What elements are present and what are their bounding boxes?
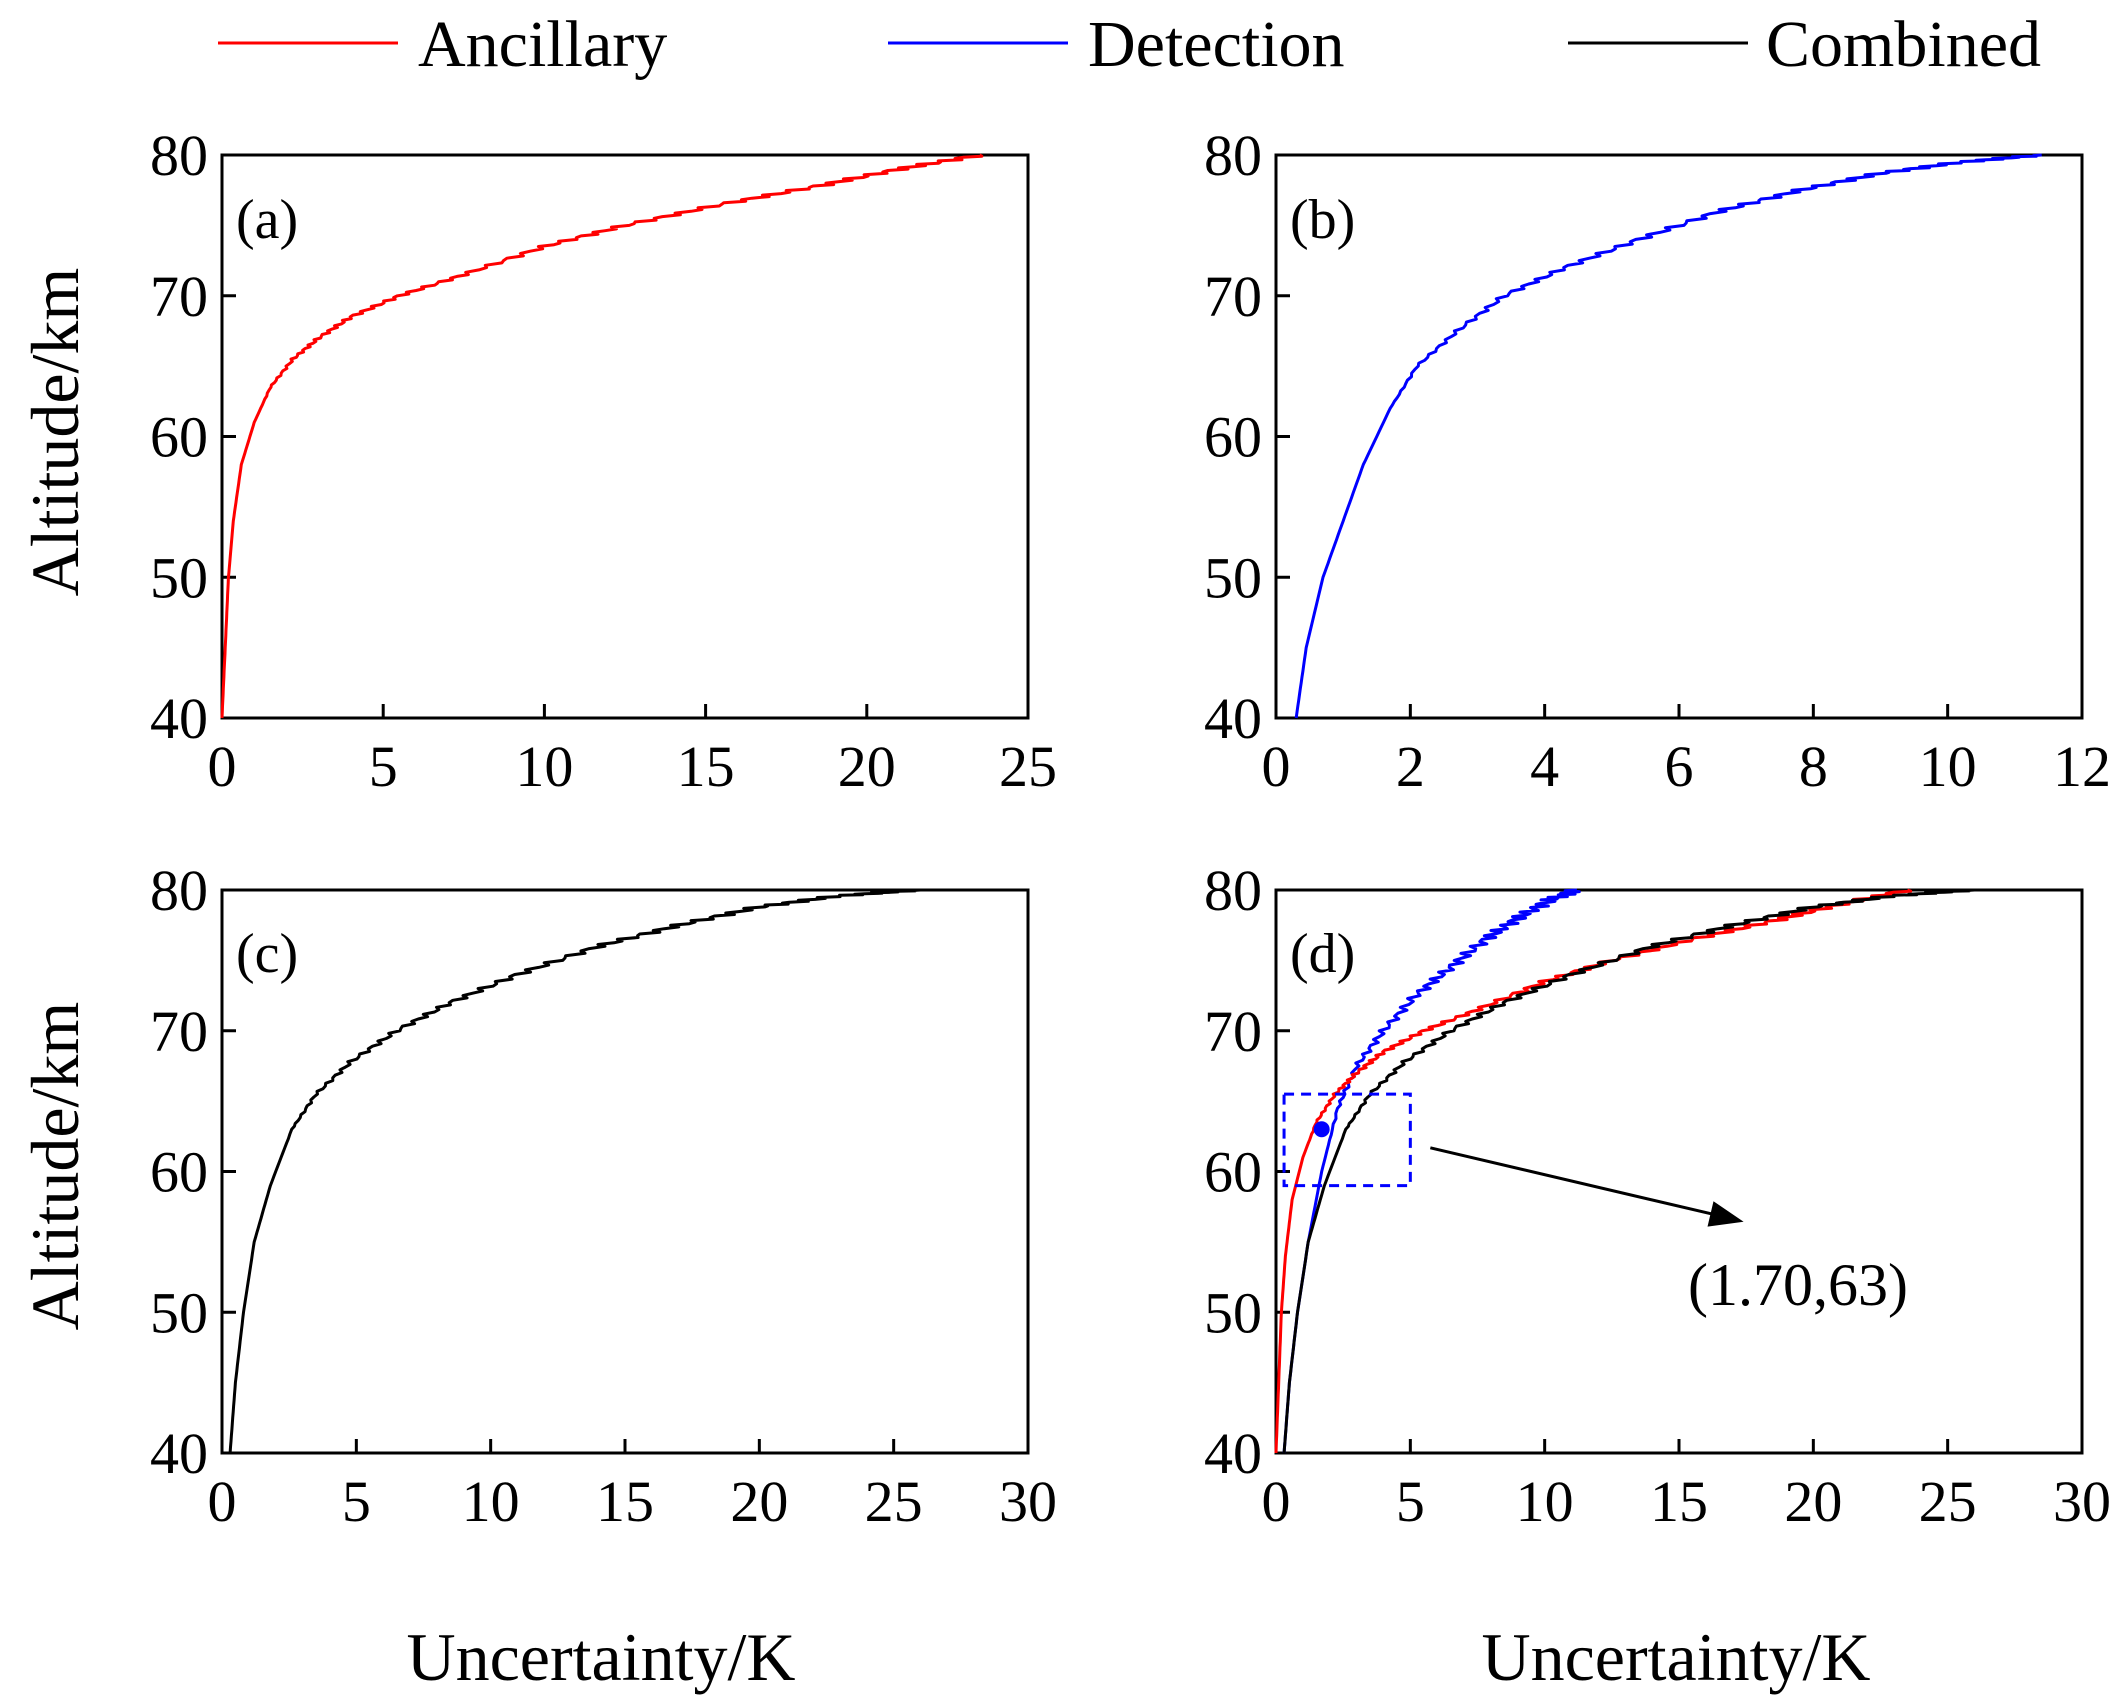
y-tick-label-c: 50 (150, 1280, 208, 1345)
x-tick-label-b: 8 (1799, 734, 1828, 799)
x-tick-label-c: 10 (462, 1469, 520, 1534)
panel-d: (d) 0 5 10 15 20 25 30 40 50 60 70 80 (1204, 858, 2111, 1534)
y-tick-label-c: 80 (150, 858, 208, 923)
x-axis-label-right: Uncertainty/K (1482, 1619, 1871, 1695)
y-tick-label-b: 50 (1204, 545, 1262, 610)
y-tick-label-d: 50 (1204, 1280, 1262, 1345)
y-tick-label-a: 80 (150, 123, 208, 188)
x-tick-label-c: 30 (999, 1469, 1057, 1534)
panel-a: (a) 0 5 10 15 20 25 40 50 60 70 80 (150, 123, 1057, 799)
annotation-arrow-head (1707, 1201, 1744, 1227)
x-tick-label-c: 20 (730, 1469, 788, 1534)
y-tick-label-c: 40 (150, 1421, 208, 1486)
legend: Ancillary Detection Combined (218, 8, 2041, 81)
annotation-label: (1.70,63) (1688, 1252, 1908, 1318)
y-tick-label-d: 40 (1204, 1421, 1262, 1486)
x-tick-label-c: 25 (865, 1469, 923, 1534)
y-tick-label-a: 40 (150, 686, 208, 751)
plot-frame-c (220, 888, 1030, 1455)
x-tick-label-a: 5 (369, 734, 398, 799)
x-tick-label-d: 0 (1262, 1469, 1291, 1534)
x-axis-label-left: Uncertainty/K (407, 1619, 796, 1695)
panel-b: (b) 0 2 4 6 8 10 12 40 50 60 70 80 (1204, 123, 2111, 799)
series-line-combined-c (228, 888, 921, 1454)
x-tick-label-b: 4 (1530, 734, 1559, 799)
legend-label-ancillary: Ancillary (418, 8, 667, 81)
x-tick-label-c: 0 (208, 1469, 237, 1534)
y-axis-label-bottom: Altitude/km (17, 1002, 93, 1331)
legend-label-detection: Detection (1088, 8, 1345, 81)
x-tick-label-b: 10 (1919, 734, 1977, 799)
series-line-combined-d (1282, 888, 1975, 1454)
x-tick-label-d: 25 (1919, 1469, 1977, 1534)
y-tick-label-b: 80 (1204, 123, 1262, 188)
panel-label-c: (c) (236, 923, 298, 985)
y-tick-label-d: 80 (1204, 858, 1262, 923)
x-tick-label-a: 0 (208, 734, 237, 799)
x-tick-label-a: 10 (515, 734, 573, 799)
x-tick-label-b: 0 (1262, 734, 1291, 799)
x-tick-label-d: 5 (1396, 1469, 1425, 1534)
annotation-arrow-line (1429, 1146, 1724, 1219)
panel-c: (c) 0 5 10 15 20 25 30 40 50 60 70 80 (150, 858, 1057, 1534)
y-tick-label-a: 50 (150, 545, 208, 610)
y-axis-label-top: Altitude/km (17, 268, 93, 597)
series-line-ancillary-a (220, 153, 984, 719)
y-tick-label-c: 70 (150, 999, 208, 1064)
x-tick-label-d: 10 (1516, 1469, 1574, 1534)
highlight-box (1282, 1092, 1412, 1188)
y-tick-label-b: 40 (1204, 686, 1262, 751)
legend-label-combined: Combined (1766, 8, 2041, 81)
panel-label-b: (b) (1290, 189, 1355, 251)
x-tick-label-c: 5 (342, 1469, 371, 1534)
x-tick-label-d: 20 (1784, 1469, 1842, 1534)
y-tick-label-c: 60 (150, 1140, 208, 1205)
y-tick-label-a: 70 (150, 264, 208, 329)
x-tick-label-a: 20 (838, 734, 896, 799)
x-tick-label-d: 30 (2053, 1469, 2111, 1534)
x-tick-label-b: 12 (2053, 734, 2111, 799)
y-tick-label-a: 60 (150, 405, 208, 470)
intersection-point (1313, 1121, 1330, 1138)
y-tick-label-b: 70 (1204, 264, 1262, 329)
y-tick-label-b: 60 (1204, 405, 1262, 470)
x-tick-label-b: 2 (1396, 734, 1425, 799)
x-tick-label-c: 15 (596, 1469, 654, 1534)
panel-label-d: (d) (1290, 923, 1355, 985)
x-tick-label-b: 6 (1665, 734, 1694, 799)
plot-frame-a (220, 153, 1030, 720)
x-tick-label-a: 15 (677, 734, 735, 799)
plot-frame-d (1274, 888, 2084, 1455)
x-tick-label-a: 25 (999, 734, 1057, 799)
plot-frame-b (1274, 153, 2084, 720)
x-tick-label-d: 15 (1650, 1469, 1708, 1534)
panel-label-a: (a) (236, 189, 298, 251)
y-tick-label-d: 60 (1204, 1140, 1262, 1205)
series-line-ancillary-d (1274, 888, 1913, 1454)
series-line-detection-b (1294, 153, 2042, 719)
y-tick-label-d: 70 (1204, 999, 1262, 1064)
